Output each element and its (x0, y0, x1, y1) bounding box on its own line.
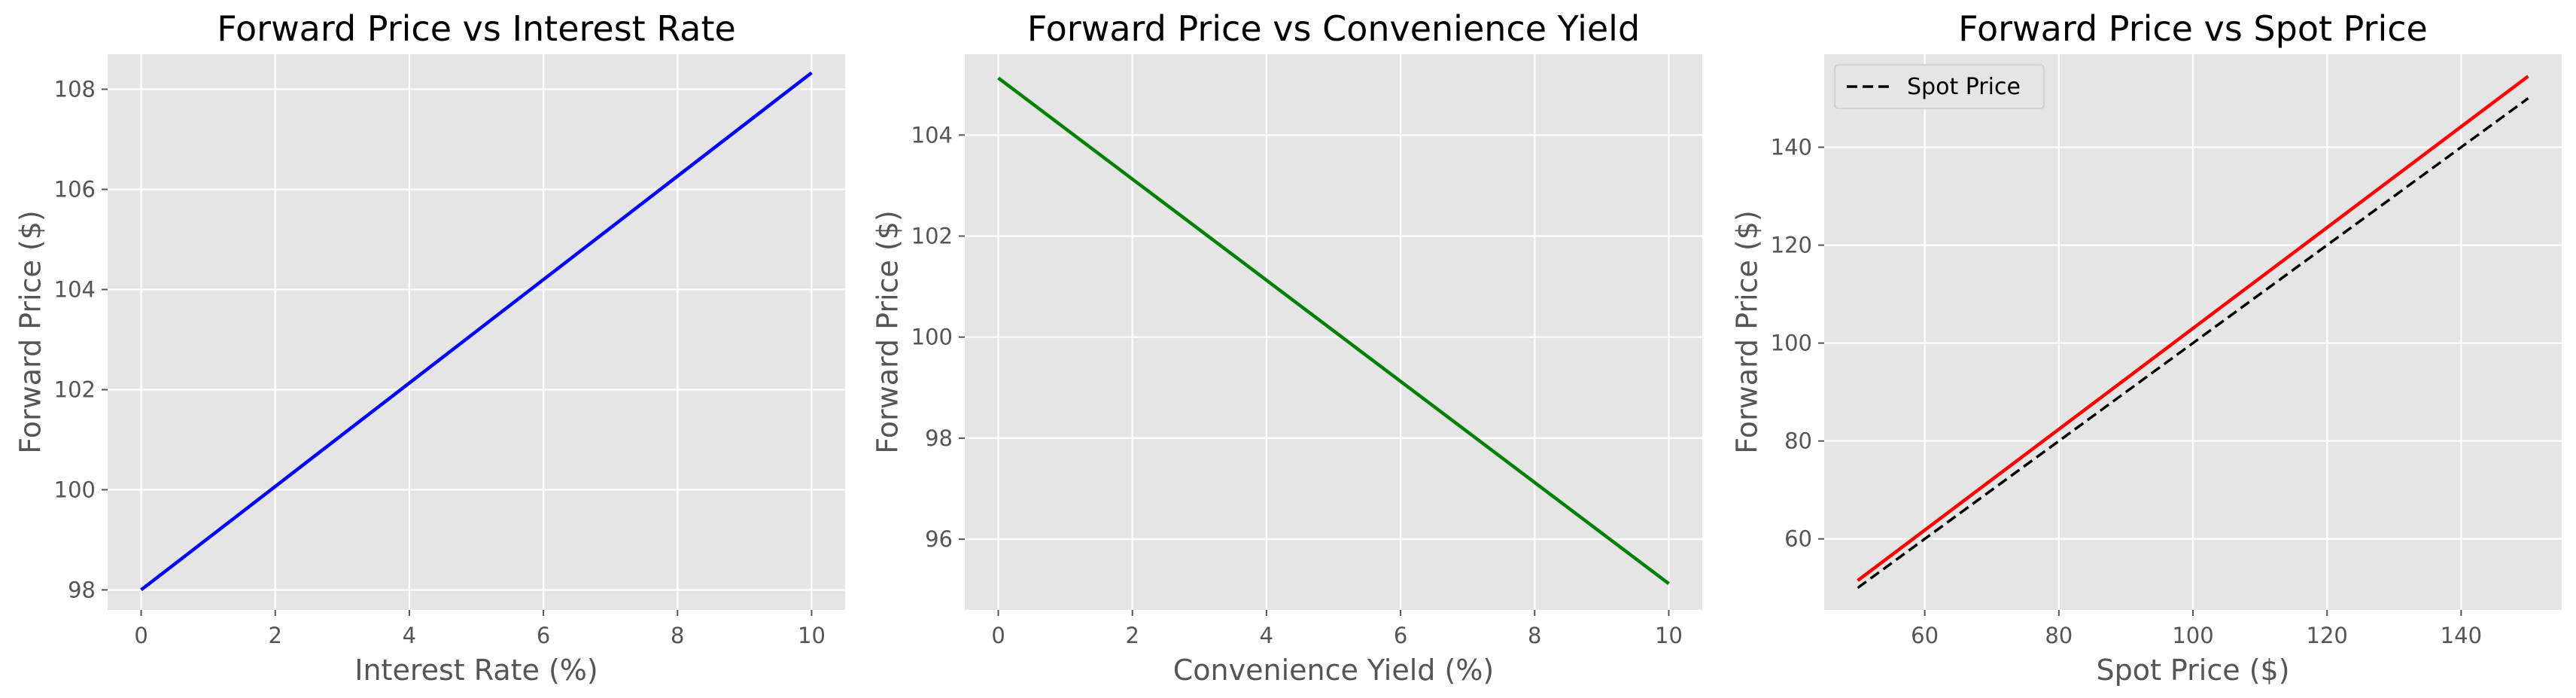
series-line-1 (997, 76, 1670, 585)
x-tick-label: 80 (2045, 623, 2073, 648)
y-tick-label: 102 (54, 376, 96, 402)
x-tick-label: 0 (134, 623, 148, 648)
chart-3: 60 80 100 120 140 60 80 100 120 140 Spot Price Forw… (1731, 8, 2562, 687)
y-tick-label: 100 (1771, 331, 1812, 356)
x-tick-label: 0 (991, 623, 1005, 648)
legend-box (1834, 64, 2045, 109)
chart-title: Forward Price vs Interest Rate (217, 8, 736, 49)
chart-title: Forward Price vs Spot Price (1958, 8, 2428, 49)
y-tick-label: 98 (68, 577, 96, 602)
y-tick-label: 60 (1784, 526, 1812, 552)
x-tick-label: 8 (671, 623, 684, 648)
x-tick-label: 60 (1911, 623, 1939, 648)
y-tick-label: 140 (1771, 135, 1812, 160)
y-tick-label: 104 (911, 122, 953, 148)
y-tick-label: 108 (54, 77, 96, 102)
y-tick-label: 102 (911, 224, 953, 249)
legend-label: Spot Price (1907, 74, 2021, 100)
legend: Spot Price (1834, 64, 2045, 109)
y-axis-label: Forward Price ($) (1731, 210, 1764, 454)
x-tick-label: 100 (2172, 623, 2213, 648)
x-tick-label: 2 (269, 623, 282, 648)
x-tick-label: 6 (537, 623, 550, 648)
x-tick-label: 10 (1655, 623, 1683, 648)
chart-1: 0 2 4 6 8 10 98 100 102 104 106 108 Forward Price vs… (14, 8, 845, 687)
x-tick-label: 10 (798, 623, 826, 648)
x-axis-label: Spot Price ($) (2096, 654, 2289, 687)
x-tick-label: 4 (403, 623, 416, 648)
y-tick-label: 80 (1784, 428, 1812, 454)
chart-title: Forward Price vs Convenience Yield (1027, 8, 1640, 49)
series-line-spot-price (1857, 97, 2529, 590)
y-axis-label: Forward Price ($) (871, 210, 905, 454)
x-tick-label: 2 (1126, 623, 1139, 648)
y-tick-label: 120 (1771, 233, 1812, 258)
x-tick-label: 8 (1528, 623, 1541, 648)
series-line-1 (140, 71, 813, 592)
x-tick-label: 4 (1260, 623, 1273, 648)
x-axis-label: Interest Rate (%) (354, 654, 598, 687)
y-tick-label: 96 (925, 526, 953, 552)
y-tick-label: 98 (925, 425, 953, 451)
chart-2: 0 2 4 6 8 10 96 98 100 102 104 Forward Price vs Con… (871, 8, 1702, 687)
x-tick-label: 120 (2307, 623, 2348, 648)
y-axis-label: Forward Price ($) (14, 210, 47, 454)
y-tick-label: 106 (54, 177, 96, 203)
x-tick-label: 6 (1394, 623, 1407, 648)
series-line-1 (1857, 75, 2529, 582)
y-tick-label: 100 (911, 325, 953, 350)
y-tick-label: 100 (54, 477, 96, 502)
y-tick-label: 104 (54, 276, 96, 302)
x-axis-label: Convenience Yield (%) (1173, 654, 1495, 687)
x-tick-label: 140 (2441, 623, 2482, 648)
